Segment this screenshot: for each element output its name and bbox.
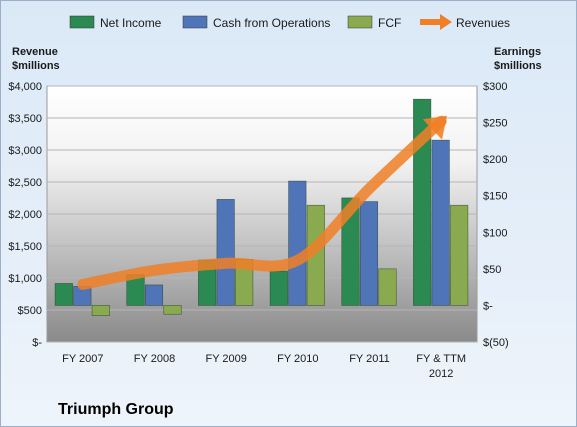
x-tick-label: 2012 (429, 368, 453, 380)
legend-swatch-arrow (440, 14, 452, 30)
legend-label: Revenues (456, 16, 510, 30)
right-axis: $(50) $- $50 $100 $150 $200 $250 $300 (483, 81, 509, 349)
left-tick-label: $1,500 (8, 241, 42, 253)
bar (359, 201, 379, 306)
revenues-line (77, 115, 447, 290)
left-axis: $- $500 $1,000 $1,500 $2,000 $2,500 $3,000 $3,5… (8, 81, 42, 349)
legend-swatch (69, 15, 95, 29)
bar (288, 180, 307, 306)
right-tick-label: $50 (483, 264, 501, 276)
left-axis-title-line1: Revenue (12, 46, 58, 58)
bar (450, 204, 469, 306)
x-tick-label: FY 2007 (62, 353, 103, 365)
x-tick-label: FY 2009 (205, 353, 246, 365)
bar (413, 98, 432, 306)
x-tick-label: FY 2011 (349, 353, 390, 365)
legend-label: FCF (378, 16, 401, 30)
revenues-line-group (77, 115, 448, 290)
left-tick-label: $3,500 (8, 113, 42, 125)
bar (341, 197, 360, 306)
left-tick-label: $4,000 (8, 81, 42, 93)
bar (431, 139, 450, 306)
legend-label: Net Income (100, 16, 162, 30)
bar (216, 199, 235, 306)
revenues-arrowhead (422, 115, 448, 140)
left-tick-label: $- (32, 337, 42, 349)
right-axis-title-line1: Earnings (494, 46, 541, 58)
x-axis: FY 2007 FY 2008 FY 2009 FY 2010 FY 2011 FY & … (62, 353, 466, 380)
left-tick-label: $2,000 (8, 209, 42, 221)
bar (144, 284, 164, 306)
right-tick-label: $100 (483, 227, 507, 239)
bar (54, 283, 73, 306)
left-tick-label: $3,000 (8, 145, 42, 157)
x-tick-label: FY 2010 (277, 353, 318, 365)
left-tick-label: $2,500 (8, 177, 42, 189)
right-axis-title-line2: $millions (494, 60, 542, 72)
x-tick-label: FY & TTM (416, 353, 466, 365)
bar (163, 305, 182, 315)
company-label: Triumph Group (58, 401, 174, 418)
right-tick-label: $300 (483, 81, 507, 93)
right-tick-label: $(50) (483, 337, 509, 349)
legend-swatch (182, 15, 208, 29)
right-tick-label: $- (483, 300, 493, 312)
legend: Net Income Cash from Operations FCF Revenue… (69, 14, 510, 30)
left-axis-title-line2: $millions (12, 60, 60, 72)
bars (54, 98, 469, 316)
bar (91, 305, 110, 316)
legend-swatch (347, 15, 373, 29)
left-tick-label: $1,000 (8, 273, 42, 285)
left-tick-label: $500 (18, 305, 42, 317)
bar (269, 270, 288, 306)
right-tick-label: $250 (483, 118, 507, 130)
bar (378, 268, 397, 306)
legend-label: Cash from Operations (213, 16, 330, 30)
right-tick-label: $150 (483, 191, 507, 203)
x-tick-label: FY 2008 (134, 353, 175, 365)
right-tick-label: $200 (483, 154, 507, 166)
